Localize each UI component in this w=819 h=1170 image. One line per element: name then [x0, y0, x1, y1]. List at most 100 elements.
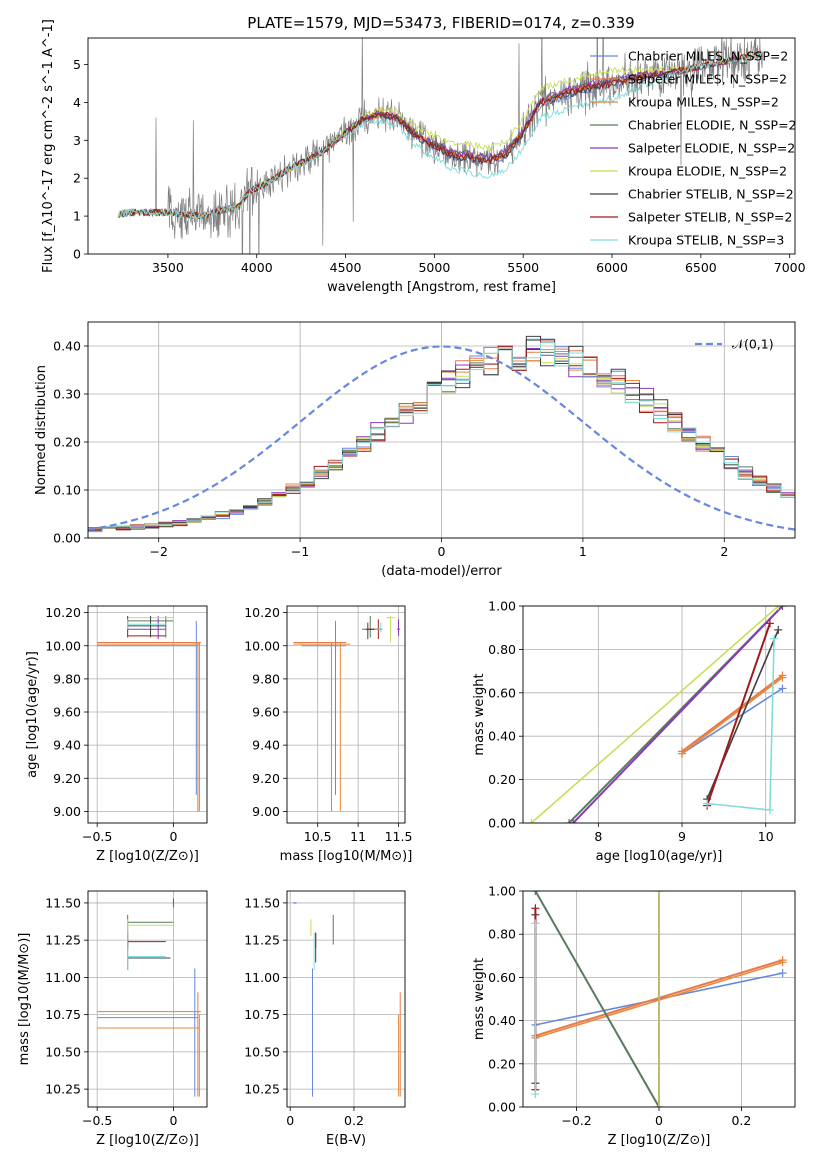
- mass-vs-ebv-plot-area: [293, 902, 401, 1097]
- x-tick-label: 0: [655, 1113, 663, 1128]
- y-tick-label: 11.50: [45, 895, 81, 910]
- axes-frame: [522, 890, 796, 1108]
- y-tick-label: 0.80: [488, 927, 516, 942]
- y-tick-label: 0.20: [488, 772, 516, 787]
- x-axis-label: age [log10(age/yr)]: [596, 849, 723, 864]
- y-tick-label: 9.20: [53, 771, 81, 786]
- age-vs-mass-panel: 10.5 11 11.5 9.00 9.20 9.40 9.60 9.80 10.00 10.20…: [244, 605, 412, 864]
- legend-entry: Salpeter ELODIE, N_SSP=2: [628, 141, 795, 156]
- weight-line-2: [681, 676, 783, 755]
- y-tick-label: 10.20: [244, 605, 280, 620]
- x-axis-label: wavelength [Angstrom, rest frame]: [327, 280, 556, 295]
- y-tick-label: 0.30: [53, 387, 81, 402]
- y-tick-label: 0.20: [488, 1056, 516, 1071]
- y-tick-label: 0.20: [53, 435, 81, 450]
- y-axis-label: mass weight: [472, 958, 487, 1040]
- legend-entry: Kroupa MILES, N_SSP=2: [628, 95, 779, 110]
- y-axis-label: Flux [f_λ10^-17 erg cm^-2 s^-1 A^-1]: [41, 19, 56, 273]
- y-tick-label: 0.00: [53, 531, 81, 546]
- age-vs-mass-plot-area: [293, 615, 401, 812]
- x-tick-label: 4500: [330, 260, 362, 275]
- y-tick-label: 0: [73, 247, 81, 262]
- x-axis-label: mass [log10(M/M⊙)]: [280, 849, 413, 864]
- y-axis-label: Normed distribution: [34, 365, 49, 495]
- weight-line-1: [681, 674, 784, 753]
- weight-line-4: [572, 606, 784, 823]
- weight-line-5: [530, 606, 779, 823]
- x-tick-label: 11: [350, 829, 366, 844]
- y-tick-label: 0.40: [488, 729, 516, 744]
- x-tick-label: 2: [720, 544, 728, 559]
- x-tick-label: −0.5: [82, 1113, 112, 1128]
- legend-entry: Kroupa STELIB, N_SSP=3: [628, 233, 784, 248]
- x-tick-label: 4000: [241, 260, 273, 275]
- y-tick-label: 10.20: [45, 605, 81, 620]
- weight-line-3: [534, 891, 660, 1107]
- x-tick-label: −2: [149, 544, 167, 559]
- y-tick-label: 0.80: [488, 642, 516, 657]
- y-axis-label: mass [log10(M/M⊙)]: [17, 933, 32, 1066]
- model-line-7: [117, 50, 763, 220]
- y-tick-label: 10.75: [244, 1007, 280, 1022]
- x-tick-label: 0: [286, 1113, 294, 1128]
- y-tick-label: 2: [73, 171, 81, 186]
- y-tick-label: 5: [73, 57, 81, 72]
- axes-frame: [87, 321, 796, 539]
- x-tick-label: 10: [758, 829, 774, 844]
- x-tick-label: −0.2: [561, 1113, 591, 1128]
- y-tick-label: 10.00: [244, 638, 280, 653]
- y-tick-label: 10.50: [45, 1044, 81, 1059]
- axes-frame: [286, 890, 406, 1108]
- mass-vs-Z-plot-area: [97, 898, 201, 1097]
- y-tick-label: 11.00: [45, 970, 81, 985]
- y-tick-label: 11.25: [244, 933, 280, 948]
- mass-vs-ebv-panel: 0 0.2 10.25 10.50 10.75 11.00 11.25 11.50 E(B-V): [244, 890, 406, 1148]
- y-tick-label: 0.10: [53, 483, 81, 498]
- model-line-8: [117, 49, 763, 220]
- y-tick-label: 9.00: [53, 804, 81, 819]
- spectrum-legend: Chabrier MILES, N_SSP=2 Salpeter MILES, N…: [590, 49, 797, 248]
- x-tick-label: 6500: [685, 260, 717, 275]
- x-tick-label: 5000: [418, 260, 450, 275]
- x-axis-label: (data-model)/error: [381, 564, 502, 579]
- y-tick-label: 9.60: [53, 705, 81, 720]
- x-axis-label: Z [log10(Z/Z⊙)]: [96, 1133, 199, 1148]
- x-tick-label: 8: [594, 829, 602, 844]
- y-tick-label: 1.00: [488, 599, 516, 614]
- x-tick-label: 5500: [507, 260, 539, 275]
- y-tick-label: 1.00: [488, 884, 516, 899]
- weight-vs-Z-panel: −0.2 0 0.2 0.00 0.20 0.40 0.60 0.80 1.00 Z [log10…: [472, 884, 796, 1148]
- residual-hist-7: [88, 339, 795, 530]
- x-tick-label: 11.5: [385, 829, 413, 844]
- legend-entry: Kroupa ELODIE, N_SSP=2: [628, 164, 787, 179]
- axes-frame: [522, 605, 796, 824]
- y-tick-label: 4: [73, 95, 81, 110]
- age-vs-Z-plot-area: [97, 612, 201, 812]
- y-tick-label: 10.75: [45, 1007, 81, 1022]
- axes-frame: [87, 605, 208, 824]
- residual-hist-8: [88, 342, 795, 533]
- y-tick-label: 11.50: [244, 895, 280, 910]
- y-tick-label: 9.80: [53, 671, 81, 686]
- x-tick-label: 9: [678, 829, 686, 844]
- legend-entry: Chabrier ELODIE, N_SSP=2: [628, 118, 797, 133]
- x-axis-label: E(B-V): [326, 1133, 366, 1148]
- y-tick-label: 0.00: [488, 1100, 516, 1115]
- y-axis-label: age [log10(age/yr)]: [25, 651, 40, 778]
- weight-vs-age-panel: 8 9 10 0.00 0.20 0.40 0.60 0.80 1.00 age [log10(a…: [472, 599, 796, 864]
- spectrum-panel: 3500 4000 4500 5000 5500 6000 6500 7000 0 1 2 3 4 5 wa…: [41, 19, 806, 295]
- y-tick-label: 10.50: [244, 1044, 280, 1059]
- normal-legend-label: 𝒩(0,1): [732, 337, 774, 352]
- residuals-plot-area: [88, 335, 795, 533]
- x-tick-label: 3500: [152, 260, 184, 275]
- y-tick-label: 1: [73, 209, 81, 224]
- y-tick-label: 9.00: [252, 804, 280, 819]
- spectrum-plot-area: [117, 38, 764, 254]
- y-tick-label: 9.40: [252, 738, 280, 753]
- x-tick-label: −0.5: [82, 829, 112, 844]
- y-tick-label: 11.25: [45, 933, 81, 948]
- y-tick-label: 11.00: [244, 970, 280, 985]
- x-tick-label: 0.2: [731, 1113, 751, 1128]
- axes-frame: [286, 605, 406, 824]
